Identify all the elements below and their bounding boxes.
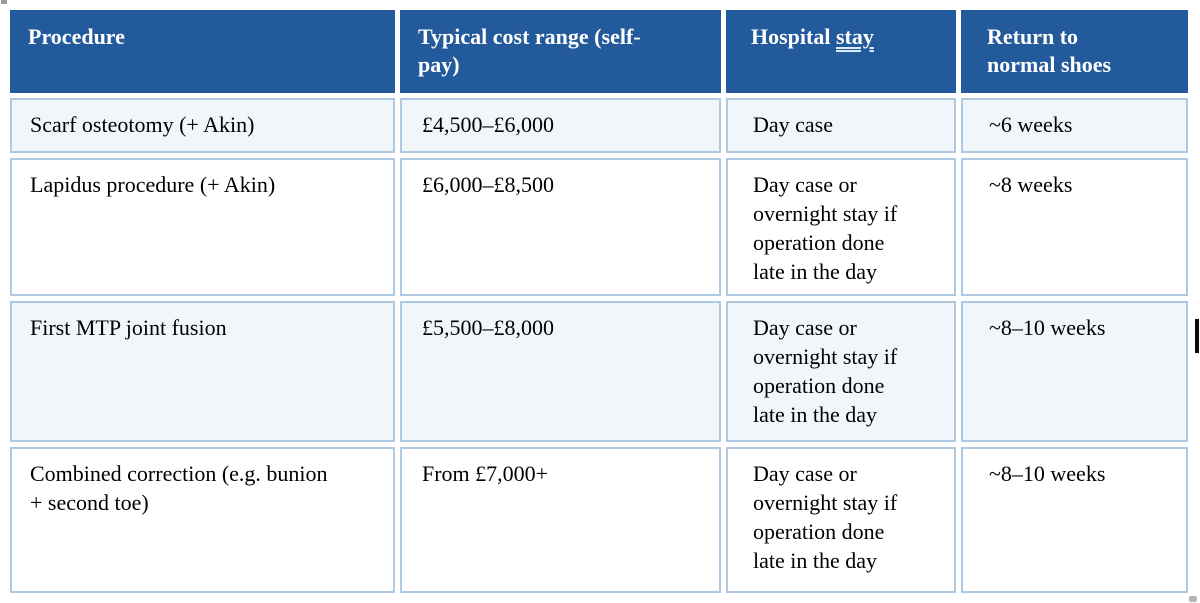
screen-edge-fragment-top-left [1, 0, 7, 4]
cell-hospital-stay: Day case or overnight stay if operation … [726, 301, 956, 442]
column-header-cost-range: Typical cost range (self-pay) [400, 10, 721, 93]
cell-cost-range: £6,000–£8,500 [400, 158, 721, 296]
text-caret [1195, 319, 1199, 353]
cell-procedure: First MTP joint fusion [10, 301, 395, 442]
cell-hospital-stay: Day case or overnight stay if operation … [726, 447, 956, 593]
column-header-procedure: Procedure [10, 10, 395, 93]
cell-procedure: Lapidus procedure (+ Akin) [10, 158, 395, 296]
cell-return-to-shoes: ~8 weeks [961, 158, 1188, 296]
procedures-cost-table: Procedure Typical cost range (self-pay) … [10, 10, 1188, 593]
cell-cost-range: £5,500–£8,000 [400, 301, 721, 442]
column-header-return-to-shoes: Return to normal shoes [961, 10, 1188, 93]
cell-return-to-shoes: ~6 weeks [961, 98, 1188, 153]
column-header-hospital-stay: Hospital stay [726, 10, 956, 93]
cell-hospital-stay: Day case [726, 98, 956, 153]
screen-edge-fragment-bottom-right [1189, 596, 1197, 602]
cell-return-to-shoes: ~8–10 weeks [961, 447, 1188, 593]
hospital-stay-link[interactable]: stay [835, 24, 874, 49]
cell-hospital-stay: Day case or overnight stay if operation … [726, 158, 956, 296]
cell-cost-range: From £7,000+ [400, 447, 721, 593]
cell-procedure: Scarf osteotomy (+ Akin) [10, 98, 395, 153]
hospital-stay-label-prefix: Hospital [751, 24, 836, 49]
cell-return-to-shoes: ~8–10 weeks [961, 301, 1188, 442]
cell-cost-range: £4,500–£6,000 [400, 98, 721, 153]
cell-procedure: Combined correction (e.g. bunion + secon… [10, 447, 395, 593]
